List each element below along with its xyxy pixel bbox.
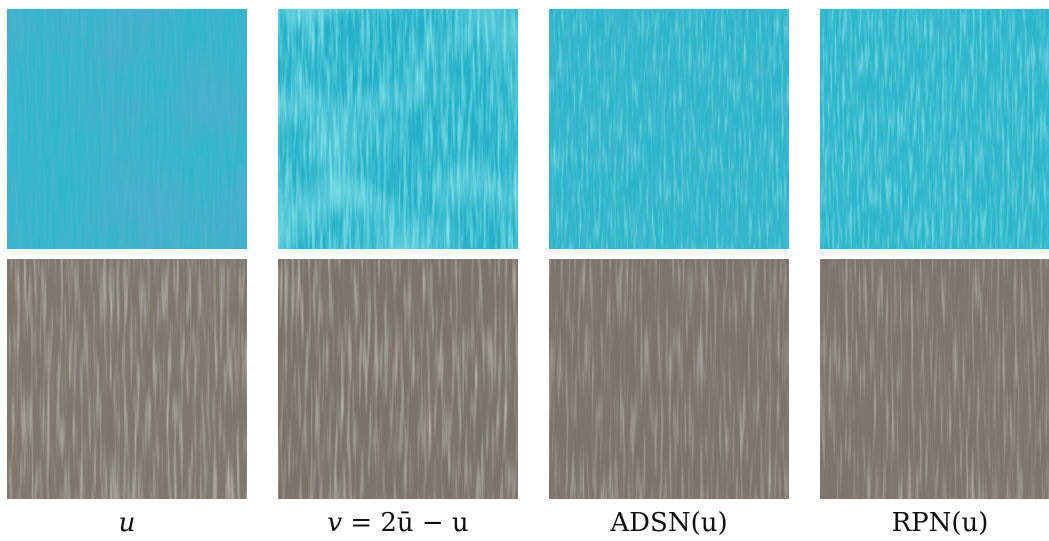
cyan-texture-image bbox=[7, 9, 247, 249]
caption-variable: v bbox=[327, 508, 343, 538]
texture-panel-cyan-adsn bbox=[549, 9, 789, 249]
texture-panel-bark-u bbox=[7, 259, 247, 499]
texture-panel-bark-v bbox=[278, 259, 518, 499]
texture-panel-bark-rpn bbox=[820, 259, 1049, 499]
bark-texture-image bbox=[820, 259, 1049, 499]
caption-rpn: RPN(u) bbox=[820, 510, 1049, 536]
texture-panel-bark-adsn bbox=[549, 259, 789, 499]
texture-panel-cyan-v bbox=[278, 9, 518, 249]
caption-u: u bbox=[7, 510, 247, 536]
caption-expression: RPN(u) bbox=[891, 508, 989, 538]
caption-expression: = 2ū − u bbox=[342, 508, 469, 538]
caption-adsn: ADSN(u) bbox=[549, 510, 789, 536]
cyan-texture-image bbox=[820, 9, 1049, 249]
bark-texture-image bbox=[278, 259, 518, 499]
texture-panel-cyan-u bbox=[7, 9, 247, 249]
bark-texture-image bbox=[7, 259, 247, 499]
caption-expression: ADSN(u) bbox=[610, 508, 728, 538]
cyan-texture-image bbox=[278, 9, 518, 249]
cyan-texture-image bbox=[549, 9, 789, 249]
bark-texture-image bbox=[549, 259, 789, 499]
caption-v: v = 2ū − u bbox=[278, 510, 518, 536]
texture-panel-cyan-rpn bbox=[820, 9, 1049, 249]
caption-variable: u bbox=[118, 508, 136, 538]
